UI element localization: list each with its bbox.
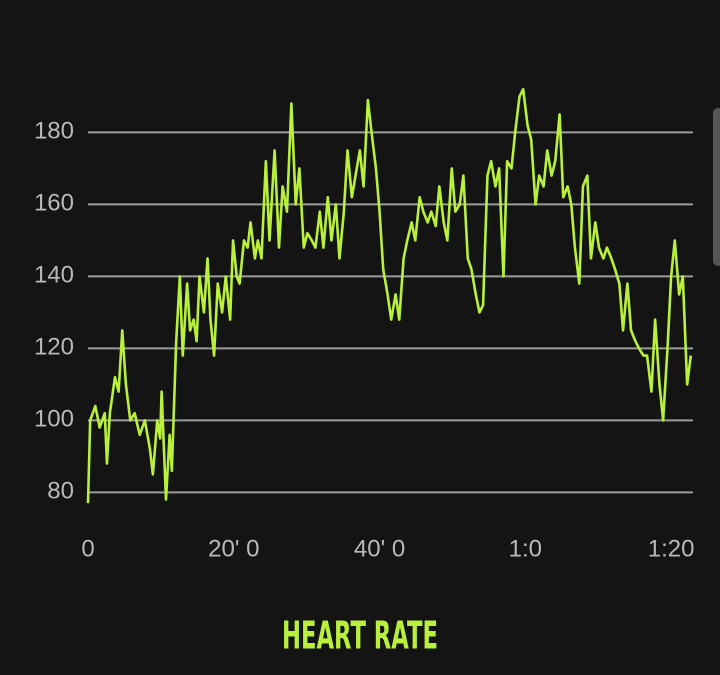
heart-rate-line bbox=[86, 87, 693, 504]
y-tick-label: 140 bbox=[34, 262, 74, 289]
y-tick-label: 160 bbox=[34, 190, 74, 217]
x-tick-label: 1:20 bbox=[648, 535, 695, 562]
y-tick-label: 80 bbox=[47, 478, 74, 505]
chart-title: HEART RATE bbox=[282, 614, 438, 658]
y-tick-label: 100 bbox=[34, 406, 74, 433]
x-tick-label: 1:0 bbox=[509, 535, 542, 562]
x-tick-label: 20' 0 bbox=[208, 535, 259, 562]
y-tick-label: 180 bbox=[34, 118, 74, 145]
y-tick-label: 120 bbox=[34, 334, 74, 361]
scrollbar bbox=[713, 108, 720, 266]
x-tick-label: 0 bbox=[81, 535, 94, 562]
x-tick-label: 40' 0 bbox=[354, 535, 405, 562]
